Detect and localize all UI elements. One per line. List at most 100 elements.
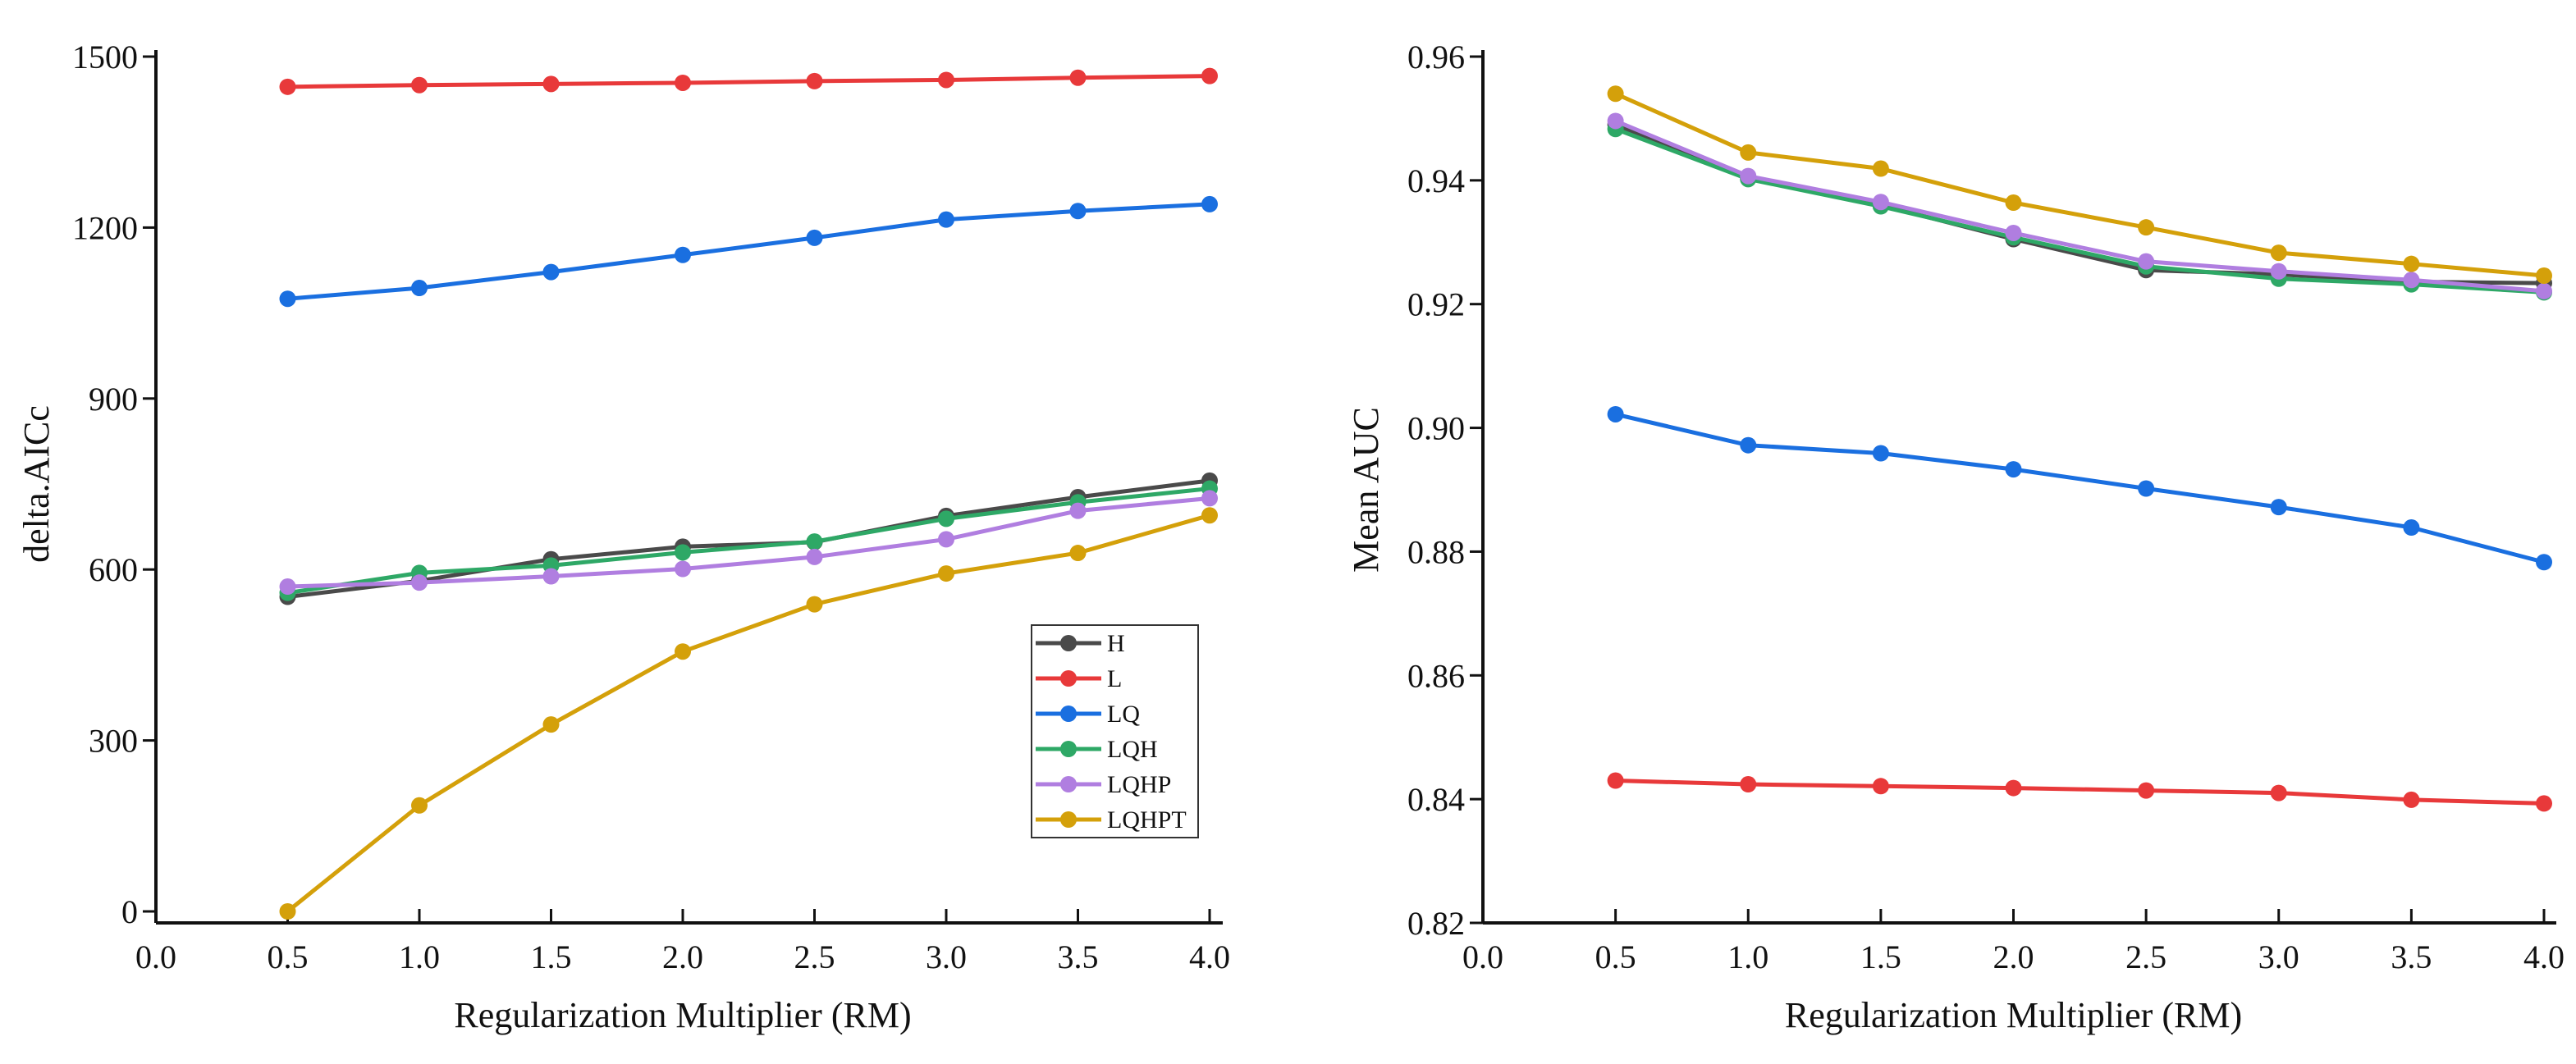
data-point-lqhp (2005, 224, 2022, 241)
mean-auc-chart: 0.82 0.84 0.86 0.88 0.90 0.92 0.94 0.96 0.0 0.5 1.… (1346, 39, 2565, 1035)
data-point-lqhp (542, 568, 560, 585)
y-tick-label: 0.94 (1407, 162, 1465, 199)
y-axis-label: Mean AUC (1346, 407, 1386, 573)
y-tick-label: 0.88 (1407, 533, 1465, 570)
x-axis-label: Regularization Multiplier (RM) (454, 995, 911, 1035)
y-tick-label: 0.96 (1407, 39, 1465, 75)
data-point-lqhpt (1607, 85, 1624, 103)
y-axis-label: delta.AICc (16, 405, 57, 563)
legend-label: LQH (1107, 736, 1158, 763)
x-tick-label: 1.0 (1727, 938, 1768, 975)
data-point-l (806, 72, 823, 89)
series-l (279, 67, 1218, 95)
legend-item-h: H (1036, 630, 1125, 657)
data-point-lq (279, 290, 296, 308)
series-lqhp (1607, 112, 2552, 299)
y-tick-label: 600 (89, 551, 138, 588)
data-point-l (411, 76, 428, 94)
y-tick-label: 0 (121, 893, 138, 930)
legend: HL LQ LQH LQHP LQHPT (1031, 624, 1199, 838)
x-tick-label: 3.5 (2391, 938, 2432, 975)
data-point-l (1607, 772, 1624, 789)
data-point-lq (1069, 203, 1087, 220)
x-tick-label: 3.0 (926, 938, 967, 975)
x-tick-label: 2.0 (662, 938, 703, 975)
legend-label: LQHPT (1107, 806, 1187, 833)
data-point-lqhpt (1872, 160, 1889, 177)
series-l (1607, 772, 2552, 812)
data-point-l (2536, 795, 2552, 812)
data-point-lqhpt (1201, 507, 1218, 524)
data-point-lqhp (2138, 253, 2155, 270)
data-point-lqhp (1069, 502, 1087, 519)
series-line-lqhp (287, 495, 1210, 589)
data-point-l (1201, 67, 1218, 84)
y-tick-label: 0.92 (1407, 286, 1465, 323)
series-line-l (287, 74, 1210, 89)
legend-item-lqhpt: LQHPT (1036, 806, 1187, 833)
data-point-lqh (938, 510, 954, 527)
series-line-lqhp (1614, 119, 2545, 294)
data-point-l (938, 71, 954, 89)
y-tick-label: 1500 (72, 39, 138, 75)
x-tick-label: 0.5 (1595, 938, 1636, 975)
x-tick-label: 3.0 (2258, 938, 2299, 975)
legend-swatch-marker (1060, 811, 1077, 828)
legend-box (1031, 624, 1199, 838)
data-point-lqh (675, 544, 691, 561)
legend-label: L (1107, 665, 1122, 692)
series-line-lqh (287, 486, 1210, 596)
data-point-lqhpt (1069, 545, 1087, 562)
x-tick-label: 4.0 (1189, 938, 1230, 975)
data-point-lqhpt (2005, 194, 2022, 212)
series-line-h (287, 478, 1210, 600)
data-point-l (675, 74, 691, 91)
x-tick-label: 0.5 (268, 938, 309, 975)
x-tick-label: 1.5 (531, 938, 572, 975)
data-point-lqhpt (2270, 244, 2287, 262)
series-lqhpt (279, 507, 1218, 920)
data-point-l (2005, 779, 2022, 797)
data-point-lqhp (1607, 112, 1624, 130)
x-tick-label: 0.0 (135, 938, 176, 975)
data-point-lqhp (2536, 282, 2552, 299)
x-tick-label: 0.0 (1462, 938, 1503, 975)
x-tick-label: 2.0 (1993, 938, 2034, 975)
data-point-l (2403, 791, 2420, 808)
y-tick-label: 1200 (72, 209, 138, 246)
legend-swatch-marker (1060, 670, 1077, 687)
data-point-lqhp (2270, 263, 2287, 280)
series-line-lqhpt (286, 513, 1210, 913)
x-tick-label: 1.5 (1860, 938, 1901, 975)
data-point-lqhpt (411, 797, 428, 814)
data-point-lqhpt (279, 903, 296, 920)
data-point-l (2270, 784, 2287, 801)
x-tick-label: 1.0 (399, 938, 440, 975)
data-point-lq (675, 246, 691, 263)
x-tick-label: 4.0 (2523, 938, 2565, 975)
series-lq (1607, 405, 2552, 571)
x-tick-label: 2.5 (2125, 938, 2166, 975)
y-tick-label: 900 (89, 381, 138, 418)
data-point-lq (542, 263, 560, 281)
data-point-lqhpt (806, 596, 823, 613)
data-point-lqhpt (1740, 144, 1757, 161)
legend-item-l: L (1036, 665, 1122, 692)
legend-item-lqhp: LQHP (1036, 771, 1171, 798)
data-point-l (1872, 778, 1889, 795)
data-point-lq (2138, 480, 2155, 497)
data-point-l (2138, 782, 2155, 799)
legend-item-lqh: LQH (1036, 736, 1158, 763)
series-lqhp (279, 490, 1218, 596)
data-point-lq (938, 211, 954, 228)
data-point-lq (2270, 499, 2287, 516)
data-point-lqhpt (2536, 267, 2552, 285)
data-point-lq (2536, 554, 2552, 571)
data-point-lqhp (2403, 272, 2420, 289)
data-point-lqhpt (938, 565, 954, 582)
series-line-lq (287, 202, 1210, 301)
data-point-lq (1740, 436, 1757, 454)
legend-swatch-marker (1060, 635, 1077, 651)
y-tick-label: 0.82 (1407, 905, 1465, 942)
